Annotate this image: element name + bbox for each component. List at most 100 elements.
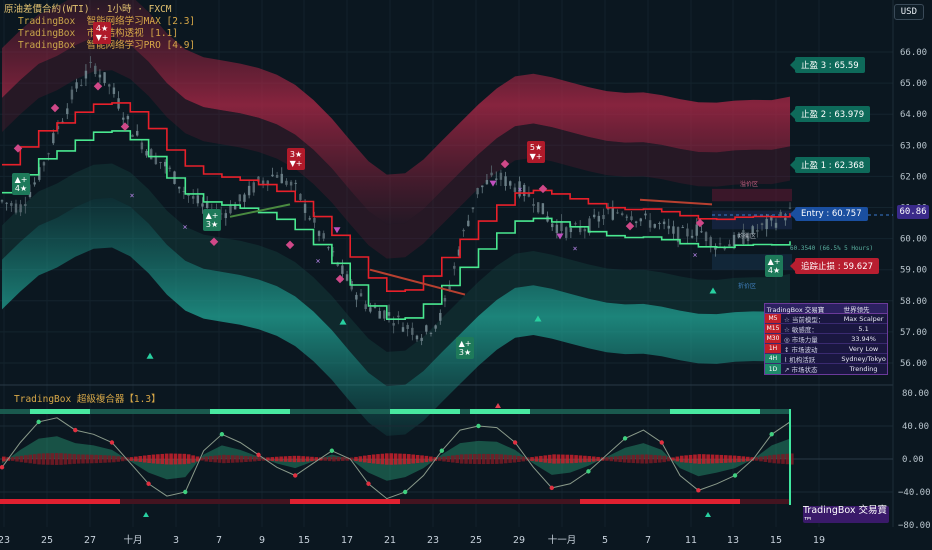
chart-legend: 原油差價合約(WTI) · 1小時 · FXCM TradingBox 智能网络… bbox=[4, 4, 195, 52]
candle-body bbox=[229, 205, 232, 214]
dashboard-row: 1D ↗ 市场状态 Trending bbox=[765, 364, 887, 374]
candle-body bbox=[770, 216, 773, 221]
histogram-bar bbox=[68, 453, 72, 465]
candle-body bbox=[634, 221, 638, 223]
buy-signal[interactable]: ▲+ 3★ bbox=[203, 209, 221, 231]
sell-signal[interactable]: 5★ ▼+ bbox=[527, 141, 545, 163]
oscillator-tick-label: −80.00 bbox=[898, 521, 931, 531]
histogram-bar bbox=[745, 456, 750, 462]
candle-body bbox=[583, 229, 587, 232]
histogram-bar bbox=[41, 453, 46, 465]
indicator-line[interactable]: TradingBox 市场结构透视 [1.1] bbox=[18, 28, 178, 39]
buy-signal[interactable]: ▲+ 4★ bbox=[12, 173, 30, 195]
histogram-bar bbox=[323, 457, 327, 461]
sell-signal[interactable]: 4★ ▼+ bbox=[93, 22, 111, 44]
time-tick-label: 3 bbox=[173, 535, 179, 546]
trend-line bbox=[639, 198, 713, 206]
time-tick-label: 11 bbox=[685, 535, 697, 546]
candle-body bbox=[560, 221, 563, 232]
lower-band bbox=[2, 197, 790, 436]
diamond-marker bbox=[285, 240, 295, 250]
time-tick-label: 27 bbox=[84, 535, 96, 546]
trend-strip-segment bbox=[0, 499, 120, 504]
candle-body bbox=[266, 180, 269, 186]
histogram-bar bbox=[437, 457, 442, 461]
equilibrium-zone-label: 均衡区 bbox=[738, 233, 757, 240]
candle-body bbox=[709, 237, 712, 248]
lower-inner-band bbox=[2, 163, 790, 387]
histogram-bar bbox=[723, 455, 728, 463]
histogram-bar bbox=[230, 455, 235, 463]
histogram-bar bbox=[534, 456, 539, 462]
histogram-bar bbox=[182, 453, 187, 465]
oscillator-title[interactable]: TradingBox 超級複合器【1.3】 bbox=[14, 394, 161, 405]
histogram-bar bbox=[274, 456, 279, 462]
price-tick-label: 66.00 bbox=[900, 48, 927, 58]
price-tick-label: 65.00 bbox=[900, 79, 927, 89]
candle-body bbox=[518, 181, 521, 197]
candle-body bbox=[681, 227, 684, 229]
candle-body bbox=[578, 226, 582, 233]
candle-body bbox=[471, 207, 475, 210]
indicator-line[interactable]: TradingBox 智能网络学习PRO [4.9] bbox=[18, 40, 196, 51]
time-tick-label: 十月 bbox=[123, 534, 142, 546]
candle-body bbox=[84, 70, 88, 79]
histogram-bar bbox=[464, 454, 468, 464]
histogram-bar bbox=[675, 456, 680, 462]
oscillator-tick-label: 0.00 bbox=[902, 455, 924, 465]
oscillator-panel bbox=[0, 403, 893, 517]
discount-zone-label: 折价区 bbox=[738, 283, 757, 290]
histogram-bar bbox=[613, 456, 618, 462]
oscillator-tick-label: 40.00 bbox=[902, 422, 929, 432]
candle-body bbox=[527, 193, 531, 197]
candle-body bbox=[294, 182, 297, 184]
histogram-bar bbox=[349, 457, 354, 461]
candle-body bbox=[504, 176, 507, 187]
trend-strip-segment bbox=[30, 409, 90, 414]
premium-zone-label: 溢价区 bbox=[740, 181, 759, 188]
histogram-bar bbox=[666, 456, 671, 462]
histogram-bar bbox=[226, 455, 231, 463]
histogram-bar bbox=[679, 455, 684, 463]
oscillator-dot bbox=[769, 432, 774, 437]
candle-body bbox=[718, 243, 722, 245]
histogram-bar bbox=[732, 455, 737, 463]
histogram-bar bbox=[103, 455, 107, 463]
candle-body bbox=[648, 220, 652, 228]
candle-body bbox=[537, 202, 540, 213]
histogram-bar bbox=[54, 453, 59, 465]
diamond-marker bbox=[120, 122, 130, 131]
candle-body bbox=[401, 327, 405, 332]
histogram-bar bbox=[490, 454, 495, 464]
histogram-bar bbox=[244, 455, 248, 463]
diamond-marker bbox=[209, 237, 219, 246]
candle-body bbox=[742, 230, 745, 244]
candle-body bbox=[774, 222, 778, 228]
dashboard-row: M30 ◎ 市场力量 33.94% bbox=[765, 334, 887, 344]
histogram-bar bbox=[415, 454, 420, 464]
currency-button[interactable]: USD bbox=[893, 4, 924, 20]
histogram-bar bbox=[354, 456, 358, 462]
candle-body bbox=[625, 216, 629, 218]
candle-body bbox=[108, 84, 111, 87]
candle-body bbox=[602, 214, 605, 220]
buy-signal[interactable]: ▲+ 4★ bbox=[765, 255, 783, 277]
last-price-label: 60.86 bbox=[897, 205, 929, 219]
oscillator-tick-label: 80.00 bbox=[902, 389, 929, 399]
oscillator-dot bbox=[146, 481, 151, 486]
candle-body bbox=[448, 286, 451, 290]
histogram-bar bbox=[252, 456, 257, 462]
candle-body bbox=[434, 325, 437, 329]
candle-body bbox=[94, 65, 97, 75]
buy-signal[interactable]: ▲+ 3★ bbox=[456, 337, 474, 359]
time-tick-label: 19 bbox=[813, 535, 825, 546]
histogram-bar bbox=[24, 455, 28, 463]
indicator-line[interactable]: TradingBox 智能网络学习MAX [2.3] bbox=[18, 16, 196, 27]
candle-body bbox=[341, 265, 344, 274]
price-tick-label: 57.00 bbox=[900, 328, 927, 338]
histogram-bar bbox=[266, 457, 270, 461]
histogram-bar bbox=[477, 453, 482, 465]
sell-signal[interactable]: 3★ ▼+ bbox=[287, 148, 305, 170]
candle-body bbox=[611, 208, 615, 220]
